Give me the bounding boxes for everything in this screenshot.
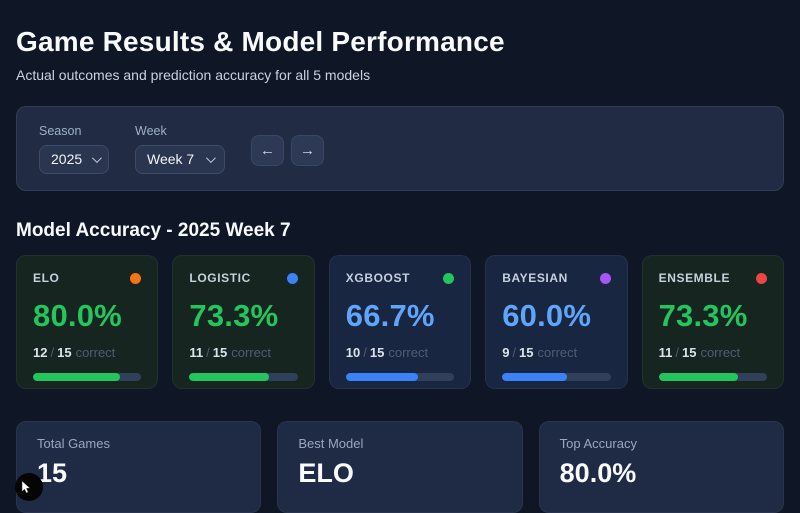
best-model-card: Best Model ELO (277, 421, 523, 513)
model-name: ENSEMBLE (658, 271, 731, 285)
model-card-header: ENSEMBLE (659, 271, 767, 285)
model-accuracy-value: 80.0% (33, 298, 122, 333)
record-suffix: correct (537, 345, 578, 360)
model-card-header: ELO (33, 271, 142, 285)
model-color-dot (130, 272, 142, 284)
total-count: 15 (681, 345, 697, 360)
model-name: XGBOOST (345, 271, 411, 285)
model-card-bayesian: BAYESIAN 60.0% 9/15 correct (485, 255, 628, 389)
model-progress-fill (33, 373, 120, 381)
record-separator: / (675, 345, 679, 360)
record-separator: / (363, 345, 367, 360)
week-label: Week (135, 123, 167, 138)
record-suffix: correct (75, 345, 116, 360)
model-name: BAYESIAN (502, 271, 568, 285)
model-accuracy-value: 73.3% (658, 298, 748, 333)
filter-panel: Season 2025 Week Week 7 ← → (16, 106, 784, 191)
model-name: ELO (33, 271, 60, 285)
model-accuracy-value: 73.3% (189, 298, 279, 333)
model-record: 12/15 correct (33, 345, 141, 360)
cursor-overlay (15, 473, 43, 501)
cursor-icon (21, 480, 31, 494)
accuracy-progress-track (189, 373, 298, 381)
chevron-down-icon (205, 152, 216, 163)
model-progress-fill (502, 373, 568, 381)
total-games-card: Total Games 15 (16, 421, 262, 513)
record-suffix: correct (388, 345, 429, 360)
dashboard-page: Game Results & Model Performance Actual … (0, 26, 800, 513)
model-progress-fill (189, 373, 269, 381)
model-color-dot (443, 272, 455, 284)
correct-count: 11 (189, 345, 204, 360)
model-accuracy-value: 66.7% (345, 298, 435, 333)
record-separator: / (50, 345, 55, 360)
season-label: Season (39, 123, 82, 138)
correct-count: 11 (658, 345, 673, 360)
model-card-logistic: LOGISTIC 73.3% 11/15 correct (172, 255, 315, 389)
accuracy-progress-track (658, 373, 767, 381)
chevron-down-icon (92, 152, 103, 163)
model-record: 11/15 correct (659, 345, 767, 360)
model-color-dot (755, 272, 767, 284)
total-count: 15 (57, 345, 72, 360)
model-card-ensemble: ENSEMBLE 73.3% 11/15 correct (641, 255, 784, 389)
record-separator: / (512, 345, 517, 360)
model-record: 10/15 correct (346, 345, 454, 360)
season-filter-group: Season 2025 (39, 124, 109, 174)
section-title: Model Accuracy - 2025 Week 7 (16, 220, 291, 241)
model-name: LOGISTIC (189, 271, 251, 285)
total-count: 15 (519, 345, 534, 360)
model-progress-fill (345, 373, 419, 381)
week-nav-buttons: ← → (251, 135, 324, 166)
model-accuracy-value: 60.0% (502, 298, 592, 333)
summary-label: Best Model (298, 436, 364, 451)
record-suffix: correct (231, 345, 271, 360)
summary-stats-grid: Total Games 15 Best Model ELO Top Accura… (16, 421, 784, 513)
next-week-button[interactable]: → (291, 135, 324, 166)
model-accuracy-grid: ELO 80.0% 12/15 correct LOGISTIC 73.3% 11… (16, 255, 784, 389)
season-select[interactable]: 2025 (39, 144, 109, 174)
record-suffix: correct (700, 345, 741, 360)
model-card-xgboost: XGBOOST 66.7% 10/15 correct (328, 255, 472, 389)
top-accuracy-card: Top Accuracy 80.0% (538, 421, 784, 513)
correct-count: 12 (33, 345, 48, 360)
correct-count: 9 (502, 345, 510, 360)
correct-count: 10 (345, 345, 361, 360)
accuracy-progress-track (33, 373, 142, 381)
accuracy-progress-track (502, 373, 611, 381)
summary-label: Top Accuracy (559, 436, 637, 451)
page-subtitle: Actual outcomes and prediction accuracy … (16, 67, 371, 83)
model-card-header: BAYESIAN (502, 271, 611, 285)
page-title: Game Results & Model Performance (16, 26, 505, 57)
model-color-dot (599, 272, 611, 284)
model-card-header: XGBOOST (345, 271, 455, 285)
summary-label: Total Games (37, 436, 110, 451)
week-select[interactable]: Week 7 (135, 144, 225, 174)
week-filter-group: Week Week 7 (135, 124, 225, 174)
week-select-value: Week 7 (147, 151, 195, 167)
model-progress-fill (658, 373, 739, 381)
accuracy-progress-track (345, 373, 455, 381)
season-select-value: 2025 (51, 151, 83, 167)
total-count: 15 (212, 345, 228, 360)
model-card-elo: ELO 80.0% 12/15 correct (16, 255, 159, 389)
previous-week-button[interactable]: ← (251, 135, 284, 166)
model-card-header: LOGISTIC (189, 271, 298, 285)
total-count: 15 (369, 345, 385, 360)
model-record: 9/15 correct (502, 345, 610, 360)
model-color-dot (286, 272, 298, 284)
record-separator: / (206, 345, 210, 360)
model-record: 11/15 correct (189, 345, 297, 360)
